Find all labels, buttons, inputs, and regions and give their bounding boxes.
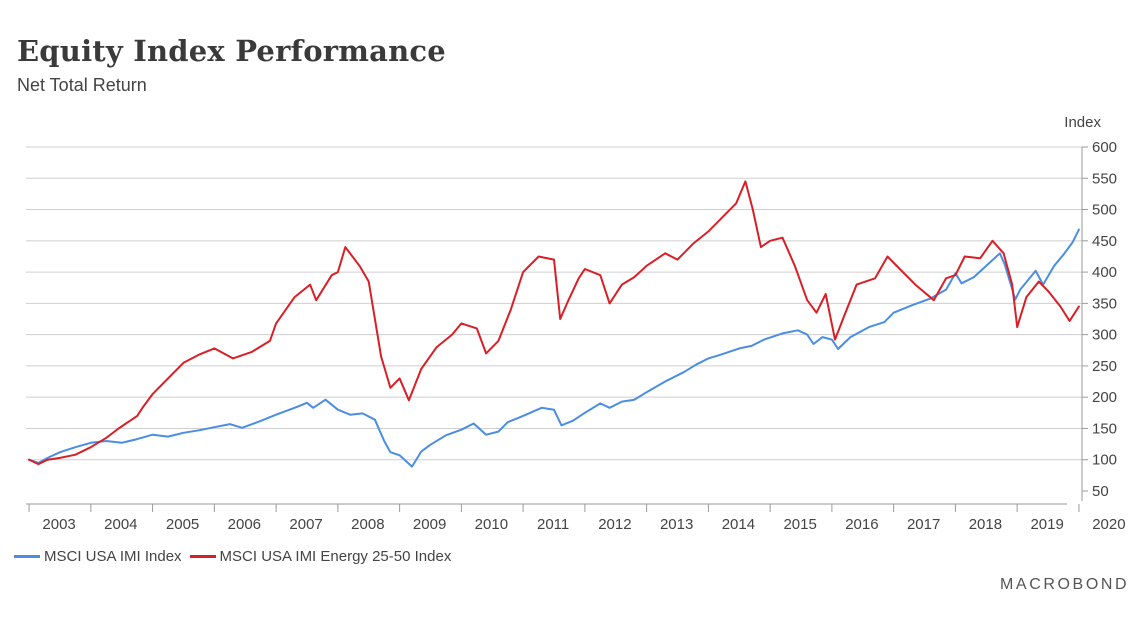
y-tick-label: 600 (1092, 139, 1117, 156)
y-axis-label: Index (1064, 114, 1101, 131)
legend-label: MSCI USA IMI Energy 25-50 Index (219, 548, 452, 565)
x-tick-label: 2009 (413, 516, 446, 533)
x-tick-label: 2016 (845, 516, 878, 533)
legend-swatch-red (189, 555, 216, 558)
x-tick-label: 2014 (722, 516, 755, 533)
y-tick-label: 50 (1092, 483, 1109, 500)
chart-subtitle: Net Total Return (17, 75, 147, 95)
axes: 50 100 150 200 250 300 350 400 450 500 550 600 2003 2… (26, 139, 1126, 533)
y-tick-label: 250 (1092, 358, 1117, 375)
chart-title: Equity Index Performance (17, 34, 446, 68)
y-tick-label: 500 (1092, 202, 1117, 219)
gridlines (26, 146, 1082, 461)
x-tick-label: 2006 (228, 516, 261, 533)
x-tick-label: 2005 (166, 516, 199, 533)
x-tick-label: 2011 (537, 516, 569, 533)
x-tick-label: 2012 (598, 516, 631, 533)
x-tick-label: 2004 (104, 516, 137, 533)
series-line-msci-energy-25-50 (28, 180, 1080, 466)
x-tick-label: 2019 (1030, 516, 1063, 533)
series-lines (28, 180, 1080, 468)
y-tick-label: 550 (1092, 170, 1117, 187)
series-line-msci-usa-imi (28, 228, 1080, 468)
legend-item-msci-energy: MSCI USA IMI Energy 25-50 Index (189, 548, 452, 565)
y-tick-label: 100 (1092, 452, 1117, 469)
legend-swatch-blue (14, 555, 40, 558)
y-tick-label: 350 (1092, 295, 1117, 312)
legend-item-msci-usa-imi: MSCI USA IMI Index (14, 548, 182, 565)
y-tick-label: 450 (1092, 233, 1117, 250)
line-chart: 50 100 150 200 250 300 350 400 450 500 550 600 2003 2… (26, 114, 1126, 533)
x-tick-label: 2010 (475, 516, 508, 533)
y-tick-label: 300 (1092, 327, 1117, 344)
x-tick-label: 2008 (351, 516, 384, 533)
x-tick-label: 2017 (907, 516, 940, 533)
x-tick-label: 2020 (1092, 516, 1125, 533)
y-tick-label: 150 (1092, 420, 1117, 437)
y-tick-label: 200 (1092, 389, 1117, 406)
x-tick-label: 2018 (969, 516, 1002, 533)
brand-logo: MACROBOND (1000, 576, 1130, 593)
legend-label: MSCI USA IMI Index (44, 548, 182, 565)
x-tick-label: 2015 (783, 516, 816, 533)
x-tick-label: 2003 (42, 516, 75, 533)
y-tick-label: 400 (1092, 264, 1117, 281)
x-tick-label: 2007 (289, 516, 322, 533)
x-tick-label: 2013 (660, 516, 693, 533)
legend: MSCI USA IMI Index MSCI USA IMI Energy 2… (14, 548, 459, 565)
